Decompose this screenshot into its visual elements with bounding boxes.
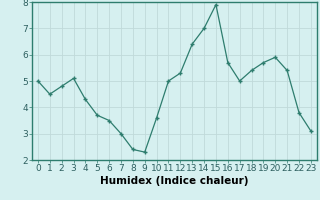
X-axis label: Humidex (Indice chaleur): Humidex (Indice chaleur) — [100, 176, 249, 186]
